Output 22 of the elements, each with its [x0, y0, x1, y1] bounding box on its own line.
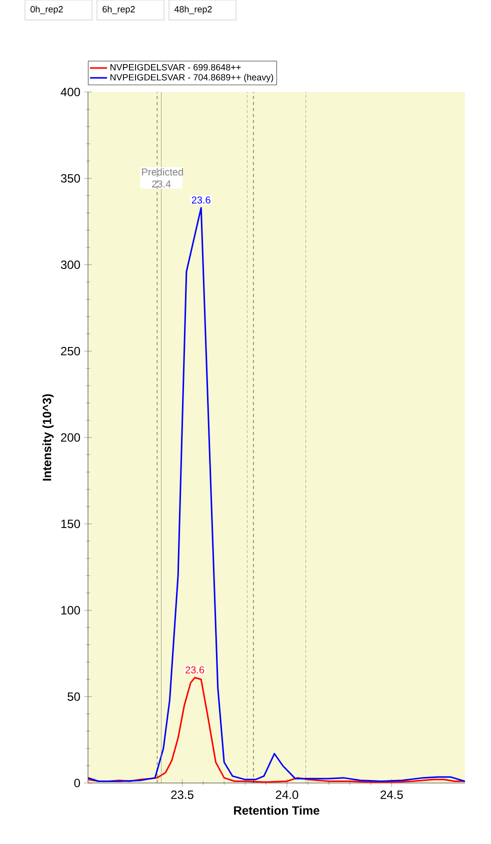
y-tick-label: 300: [60, 260, 80, 269]
y-tick-label: 50: [68, 692, 80, 701]
y-tick-label: 350: [60, 174, 80, 183]
x-tick-label: 24.0: [276, 790, 298, 800]
y-tick-label: 100: [61, 606, 80, 614]
annotation: 23.6: [186, 666, 204, 674]
x-tick-label: 23.5: [171, 790, 194, 800]
x-tick-label: 24.5: [380, 790, 403, 800]
legend-label: NVPEIGDELSVAR - 699.8648++: [110, 64, 241, 70]
text: 6h_rep2: [102, 6, 135, 14]
ref-line-label: Predicted 23.4: [142, 168, 183, 188]
y-tick-label: 150: [61, 520, 80, 528]
x-axis-title: Retention Time: [234, 806, 320, 815]
y-tick-label: 400: [60, 88, 80, 96]
text: 0h_rep2: [30, 6, 63, 14]
y-tick-label: 250: [61, 346, 80, 356]
y-axis-title: Intensity (10^3): [42, 394, 54, 481]
y-tick-label: 0: [74, 778, 80, 788]
annotation: 23.6: [192, 196, 210, 204]
text: 48h_rep2: [174, 6, 212, 14]
legend-label: NVPEIGDELSVAR - 704.8689++ (heavy): [110, 74, 274, 82]
y-tick-label: 200: [61, 433, 80, 442]
